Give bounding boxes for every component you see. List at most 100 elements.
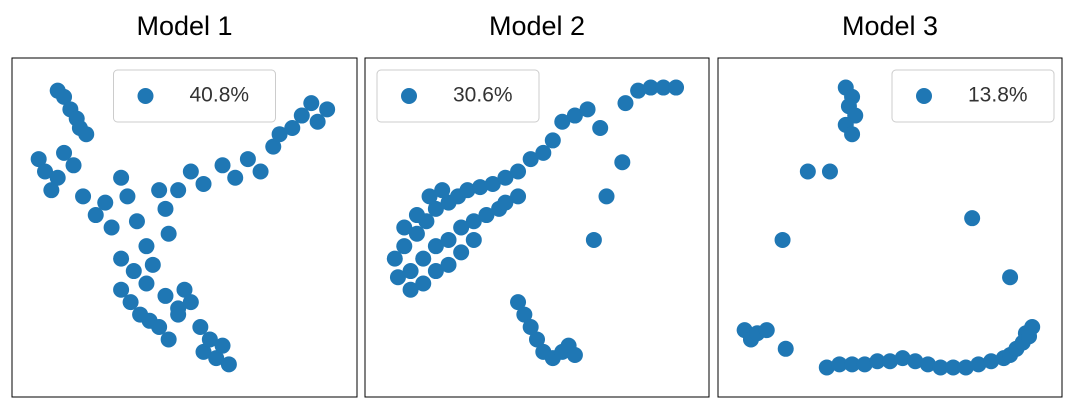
point xyxy=(408,225,425,242)
point xyxy=(497,169,514,186)
point xyxy=(128,213,145,230)
point xyxy=(1024,319,1041,336)
point xyxy=(293,107,310,124)
point xyxy=(831,356,848,373)
point xyxy=(56,144,73,161)
point xyxy=(220,356,237,373)
point xyxy=(821,163,838,180)
point xyxy=(894,350,911,367)
point xyxy=(214,337,231,354)
point xyxy=(386,250,403,267)
point xyxy=(214,157,231,174)
point xyxy=(964,210,981,227)
point xyxy=(970,356,987,373)
point xyxy=(932,359,949,376)
point xyxy=(151,182,168,199)
point xyxy=(87,207,104,224)
chart-title: Model 1 xyxy=(136,11,232,41)
point xyxy=(170,306,187,323)
point xyxy=(882,353,898,370)
legend-box xyxy=(891,69,1055,123)
point xyxy=(122,294,139,311)
point xyxy=(472,179,489,196)
point xyxy=(303,95,320,112)
legend-marker xyxy=(916,88,932,104)
point xyxy=(396,219,413,236)
legend-box xyxy=(376,69,540,123)
point xyxy=(160,331,177,348)
point xyxy=(566,347,583,364)
point xyxy=(182,163,199,180)
point xyxy=(265,138,282,155)
point xyxy=(56,88,73,105)
legend-label: 30.6% xyxy=(453,84,513,107)
point xyxy=(983,353,1000,370)
point xyxy=(75,188,92,205)
legend-marker xyxy=(137,88,154,104)
point xyxy=(614,154,631,171)
point xyxy=(484,175,501,192)
point xyxy=(160,225,177,242)
point xyxy=(151,319,168,336)
point xyxy=(617,95,634,112)
point xyxy=(415,250,432,267)
point xyxy=(818,359,835,376)
point xyxy=(478,207,495,224)
point xyxy=(208,350,225,367)
point xyxy=(869,353,886,370)
point xyxy=(421,188,438,205)
point xyxy=(598,188,615,205)
legend: 40.8% xyxy=(113,69,276,123)
point xyxy=(592,119,609,136)
point xyxy=(157,287,174,304)
point xyxy=(113,281,130,298)
point xyxy=(176,281,193,298)
point xyxy=(195,175,212,192)
point xyxy=(138,238,155,255)
point xyxy=(440,231,457,248)
point xyxy=(844,126,861,143)
point xyxy=(402,263,419,280)
point xyxy=(252,163,269,180)
point xyxy=(415,275,432,292)
point xyxy=(319,101,336,118)
point xyxy=(529,331,545,348)
point xyxy=(510,163,527,180)
point xyxy=(192,319,209,336)
point xyxy=(239,151,256,168)
point xyxy=(49,169,66,186)
point xyxy=(138,275,155,292)
point xyxy=(389,269,406,286)
chart-title: Model 3 xyxy=(842,11,938,41)
point xyxy=(113,250,130,267)
point xyxy=(113,169,130,186)
point xyxy=(119,188,136,205)
point xyxy=(434,182,451,199)
point xyxy=(497,194,514,211)
point xyxy=(459,182,476,199)
point xyxy=(195,343,212,360)
point xyxy=(170,182,187,199)
point xyxy=(408,207,425,224)
point xyxy=(284,119,301,136)
point xyxy=(78,126,95,143)
point xyxy=(957,359,974,376)
point xyxy=(844,356,861,373)
point xyxy=(201,331,218,348)
point xyxy=(516,306,533,323)
point xyxy=(427,263,444,280)
point xyxy=(510,294,527,311)
point xyxy=(554,113,571,130)
point xyxy=(758,322,775,339)
point xyxy=(585,231,602,248)
point xyxy=(37,163,54,180)
point xyxy=(465,213,482,230)
legend-label: 13.8% xyxy=(968,84,1028,107)
chart-title: Model 2 xyxy=(489,11,585,41)
point xyxy=(535,144,552,161)
point xyxy=(440,256,457,273)
point xyxy=(522,151,539,168)
point xyxy=(579,101,596,118)
legend: 30.6% xyxy=(376,69,540,123)
